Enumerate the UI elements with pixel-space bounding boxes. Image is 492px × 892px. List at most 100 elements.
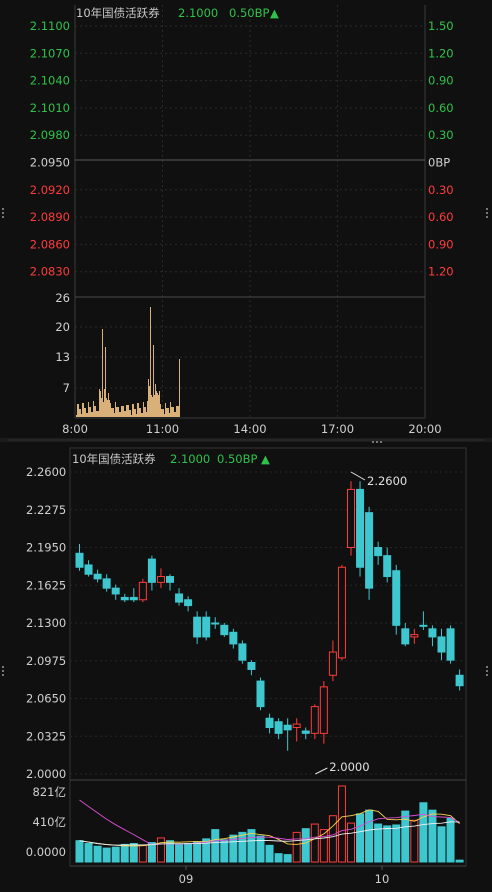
intraday-price-tick: 2.0830 <box>30 265 70 279</box>
intraday-volume-bar <box>89 407 90 417</box>
kline-candle <box>428 628 437 638</box>
kline-price-axis: 2.2600 2.2275 2.1950 2.1625 2.1300 2.0975 2.06… <box>26 465 466 781</box>
kline-volume-bar <box>138 844 147 863</box>
volume-moving-average <box>79 799 460 846</box>
kline-candle <box>93 573 102 580</box>
kline-candle <box>184 599 193 607</box>
kline-volume-bar <box>347 822 355 863</box>
intraday-volume-bar <box>90 407 91 417</box>
kline-candle <box>365 512 374 589</box>
intraday-volume-tick: 13 <box>55 350 70 364</box>
kline-candle <box>211 622 220 625</box>
intraday-volume-bar <box>138 403 139 417</box>
kline-volume-bar <box>274 853 283 863</box>
intraday-volume-tick: 20 <box>55 320 70 334</box>
intraday-volume-bar <box>155 384 156 417</box>
intraday-volume-bar <box>78 404 79 417</box>
up-arrow-icon: ▲ <box>270 6 279 20</box>
intraday-volume-bar <box>149 386 150 417</box>
kline-price-tick: 2.0975 <box>26 654 66 668</box>
kline-volume-bar <box>337 785 346 863</box>
kline-price-tick: 2.2600 <box>26 465 66 479</box>
intraday-volume-bar <box>108 393 109 417</box>
kline-candle <box>374 547 383 557</box>
intraday-volume-bar <box>119 412 120 417</box>
intraday-volume-bar <box>126 405 127 417</box>
kline-candle <box>446 628 455 661</box>
intraday-volume-bar <box>146 412 147 417</box>
kline-candle <box>337 566 346 659</box>
intraday-title: 10年国债活跃券 <box>76 6 160 20</box>
intraday-volume-bar <box>129 410 130 417</box>
intraday-volume-bar <box>170 402 171 417</box>
intraday-volume-bar <box>133 404 134 417</box>
kline-price-tick: 2.0000 <box>26 767 66 781</box>
intraday-volume-bar <box>113 408 114 417</box>
kline-price-tick: 2.1300 <box>26 616 66 630</box>
intraday-volume-bar <box>130 410 131 417</box>
intraday-volume-bar <box>169 413 170 417</box>
intraday-volume-bar <box>86 413 87 417</box>
intraday-bp-tick: 0.90 <box>428 237 454 251</box>
kline-candle <box>156 576 165 583</box>
intraday-time-tick: 11:00 <box>146 422 179 436</box>
intraday-volume-bar <box>162 409 163 417</box>
kline-candle <box>138 581 147 601</box>
kline-volume-bar <box>120 843 129 863</box>
intraday-volume-bar <box>122 406 123 417</box>
intraday-volume-bar <box>178 406 179 417</box>
max-price-marker: 2.2600 <box>367 474 407 488</box>
intraday-volume-bar <box>150 307 151 417</box>
kline-volume-bar <box>301 828 310 863</box>
kline-candle <box>292 723 301 729</box>
intraday-price-tick: 2.0920 <box>30 183 70 197</box>
kline-moving-averages <box>79 799 460 847</box>
intraday-volume-bar <box>94 406 95 417</box>
kline-candle <box>437 636 446 653</box>
kline-candle <box>347 488 355 548</box>
intraday-price: 2.1000 <box>178 6 218 20</box>
intraday-volume-bar <box>179 359 180 417</box>
kline-volume-bar <box>383 825 392 863</box>
intraday-volume-bar <box>163 409 164 417</box>
kline-volume-bar <box>84 842 93 863</box>
intraday-volume-bar <box>81 414 82 417</box>
kline-volume-bar <box>356 813 365 863</box>
kline-price-tick: 2.1625 <box>26 578 66 592</box>
intraday-volume-bar <box>112 408 113 417</box>
kline-volume-axis: 821亿 410亿 0.0000 <box>26 785 66 859</box>
intraday-volume-bar <box>135 409 136 417</box>
kline-candles <box>75 481 464 751</box>
intraday-bp-tick: 0.90 <box>428 74 454 88</box>
kline-volume-bar <box>166 840 174 863</box>
intraday-volume-bar <box>144 407 145 417</box>
intraday-volume-bar <box>118 407 119 417</box>
intraday-volume-bar <box>171 407 172 417</box>
kline-volume-bar <box>129 842 138 863</box>
kline-candle <box>410 634 419 638</box>
intraday-volume-bar <box>141 413 142 417</box>
kline-volume-bar <box>410 819 419 863</box>
intraday-volume-bar <box>148 379 149 417</box>
kline-candle <box>238 643 247 661</box>
kline-price-tick: 2.0325 <box>26 729 66 743</box>
intraday-volume-axis: 26 20 13 7 <box>55 291 70 395</box>
intraday-price-tick: 2.0860 <box>30 237 70 251</box>
intraday-price-tick: 2.1010 <box>30 101 70 115</box>
drag-handle-icon[interactable] <box>2 208 488 676</box>
kline-volume-bar <box>392 824 401 863</box>
intraday-volume-bar <box>121 406 122 417</box>
intraday-bp-tick: 0.60 <box>428 101 454 115</box>
kline-candle <box>129 596 138 601</box>
intraday-panel: 2.1100 2.1070 2.1040 2.1010 2.0980 2.0950 2.09… <box>0 0 492 440</box>
kline-volume-bar <box>202 838 211 863</box>
intraday-volume-bar <box>164 414 165 417</box>
kline-volume-bar <box>175 843 184 863</box>
kline-price-tick: 2.0650 <box>26 692 66 706</box>
intraday-volume-bar <box>100 391 101 417</box>
kline-candle <box>75 552 84 568</box>
kline-candle <box>328 651 337 676</box>
kline-candle <box>84 564 93 575</box>
intraday-time-axis: 8:00 11:00 14:00 17:00 20:00 <box>62 422 441 436</box>
